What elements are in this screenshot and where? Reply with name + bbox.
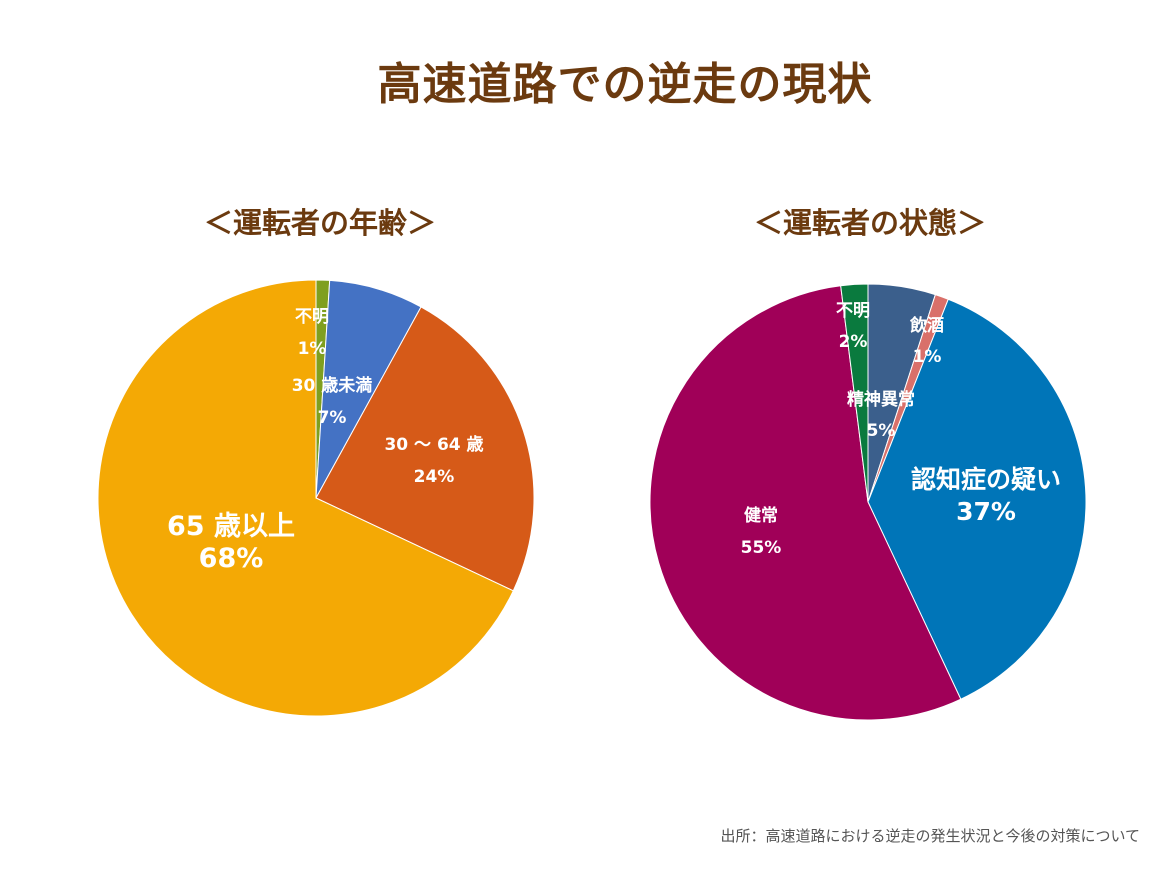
- slice-value-label: 37%: [956, 497, 1016, 526]
- pie-slice: [867, 298, 1087, 700]
- slice-label: 飲酒: [909, 315, 944, 336]
- slice-label: 不明: [295, 307, 329, 327]
- slice-label: 65 歳以上: [167, 511, 295, 542]
- slice-label: 精神異常: [847, 389, 915, 410]
- slice-value-label: 5%: [867, 421, 896, 441]
- slice-label: 30 ～ 64 歳: [384, 434, 483, 455]
- source-note: 出所：高速道路における逆走の発生状況と今後の対策について: [720, 827, 1140, 845]
- slice-value-label: 24%: [414, 467, 455, 487]
- pie-slice: [840, 283, 869, 503]
- slice-label: 認知症の疑い: [911, 465, 1061, 494]
- slice-value-label: 7%: [318, 408, 347, 428]
- slice-label: 30 歳未満: [292, 375, 373, 396]
- page-title: 高速道路での逆走の現状: [377, 59, 873, 110]
- slice-value-label: 2%: [839, 332, 868, 352]
- slice-label: 健常: [744, 505, 778, 526]
- slice-label: 不明: [836, 301, 870, 321]
- chart-title-age: ＜運転者の年齢＞: [203, 206, 436, 240]
- pie-slice: [649, 285, 962, 721]
- slice-value-label: 55%: [741, 538, 782, 558]
- slice-value-label: 1%: [913, 347, 942, 367]
- pie-slice: [97, 279, 514, 717]
- slice-value-label: 1%: [298, 339, 327, 359]
- pie-slice: [315, 306, 535, 592]
- chart-title-condition: ＜運転者の状態＞: [753, 206, 986, 240]
- slice-value-label: 68%: [199, 543, 264, 574]
- pie-chart-condition: 精神異常 5% 飲酒 1% 認知症の疑い 37% 健常 55% 不明 2%: [649, 283, 1087, 721]
